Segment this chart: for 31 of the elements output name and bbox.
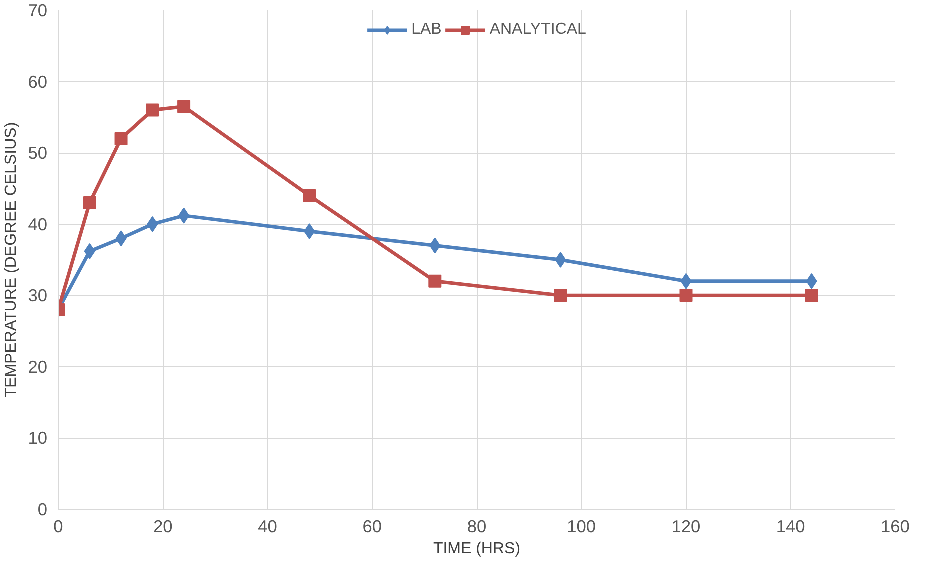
point <box>555 252 566 268</box>
point <box>114 132 128 146</box>
x-tick-label: 80 <box>467 516 487 536</box>
y-axis-title: TEMPERATURE (DEGREE CELSIUS) <box>3 122 20 398</box>
y-tick-label: 10 <box>28 428 48 448</box>
point <box>83 196 96 210</box>
x-tick-label: 140 <box>776 516 806 536</box>
y-tick-label: 50 <box>28 143 48 164</box>
y-tick-label: 20 <box>28 356 48 377</box>
y-tick-label: 30 <box>28 286 48 306</box>
y-tick-label: 0 <box>38 500 48 520</box>
point <box>146 104 160 117</box>
x-tick-label: 120 <box>672 516 701 536</box>
y-tick-label: 70 <box>28 0 48 20</box>
x-tick-label: 40 <box>258 516 278 536</box>
x-tick-label: 160 <box>881 516 910 536</box>
y-tick-label: 40 <box>28 214 48 234</box>
point <box>554 289 568 302</box>
legend-label: ANALYTICAL <box>490 21 586 39</box>
y-tick-label: 60 <box>28 72 48 92</box>
point <box>303 189 316 202</box>
point <box>178 100 191 114</box>
x-tick-label: 0 <box>54 516 64 536</box>
x-tick-label: 100 <box>567 516 596 536</box>
point <box>680 289 693 302</box>
point <box>805 289 818 302</box>
x-tick-label: 60 <box>362 516 382 536</box>
legend-label: LAB <box>412 21 442 39</box>
point <box>428 274 442 288</box>
x-tick-label: 20 <box>153 516 173 536</box>
x-axis-title: TIME (HRS) <box>433 540 521 558</box>
